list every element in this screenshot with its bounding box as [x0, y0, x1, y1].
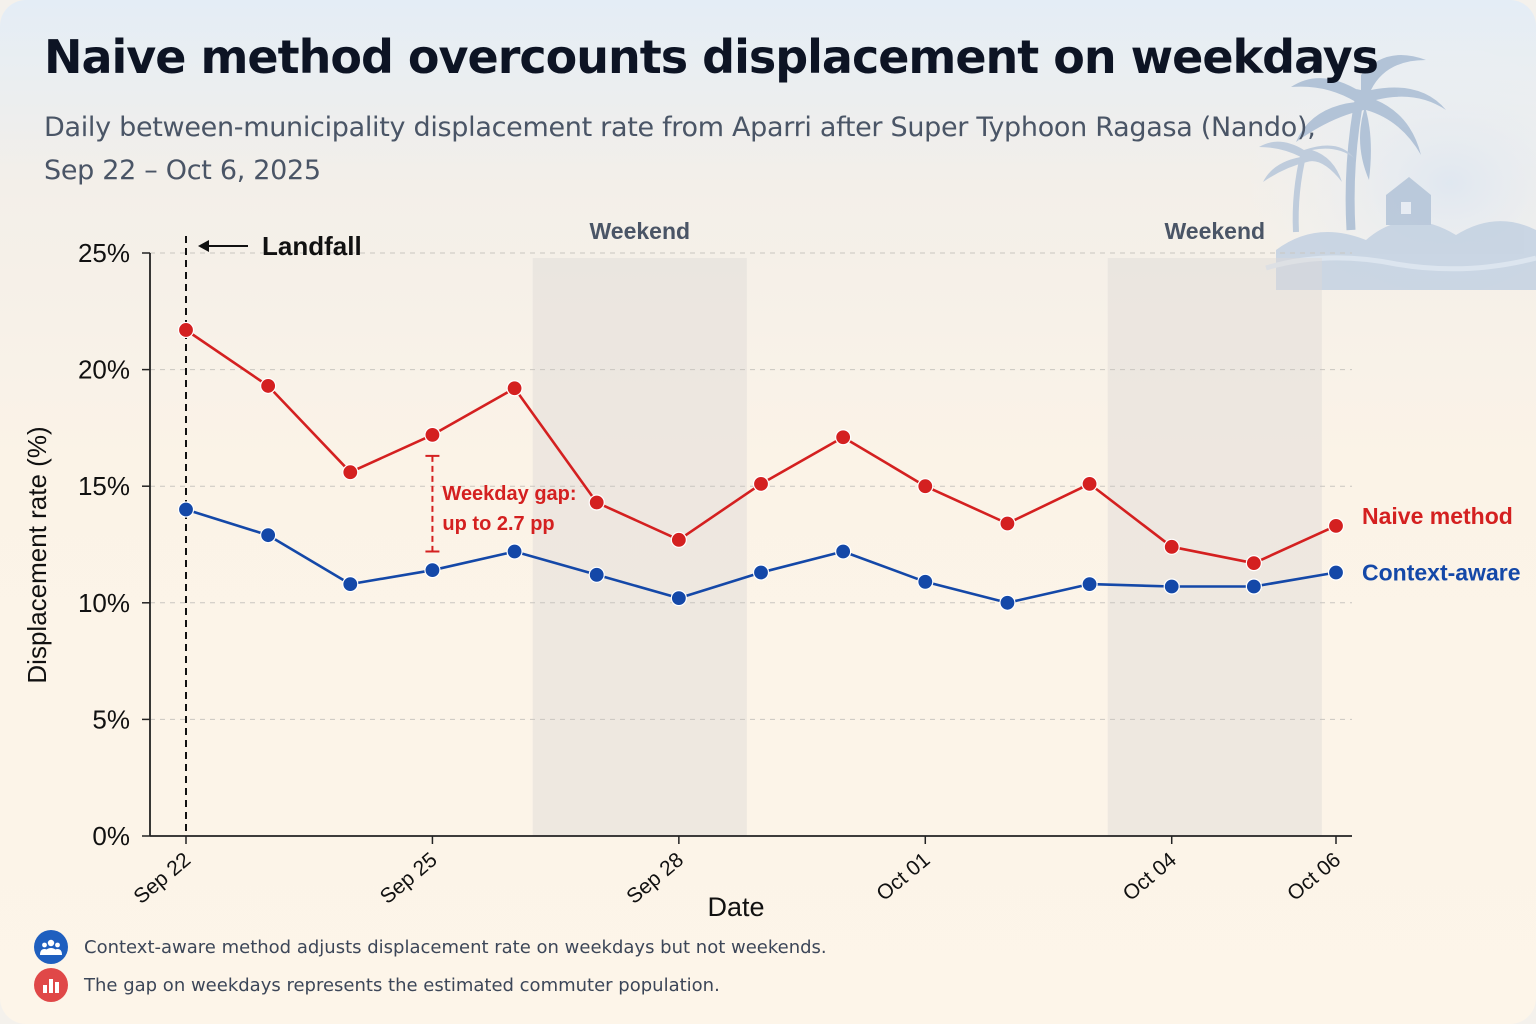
- data-point: [260, 377, 277, 395]
- data-point: [835, 543, 852, 560]
- y-tick-label: 15%: [78, 471, 130, 501]
- data-point: [177, 321, 195, 339]
- chart-subtitle: Daily between-municipality displacement …: [44, 112, 1316, 186]
- x-tick-label: Oct 06: [1283, 848, 1345, 905]
- weekend-band: [532, 258, 747, 836]
- data-point: [1081, 576, 1098, 593]
- data-point: [917, 573, 934, 590]
- y-tick-label: 10%: [78, 588, 130, 618]
- data-point: [1245, 555, 1262, 572]
- data-point: [1081, 475, 1098, 492]
- data-point: [506, 380, 523, 397]
- chart-title: Naive method overcounts displacement on …: [44, 30, 1379, 84]
- gap-label: Weekday gap:: [442, 483, 576, 505]
- bar-chart-icon: [34, 968, 68, 1002]
- tropical-scene-illustration: [1246, 40, 1536, 290]
- data-point: [752, 564, 770, 581]
- data-point: [506, 543, 523, 560]
- data-point: [424, 426, 441, 443]
- x-tick-label: Sep 28: [622, 848, 688, 908]
- data-point: [670, 531, 687, 548]
- y-tick-label: 20%: [78, 355, 130, 385]
- gap-label: up to 2.7 pp: [442, 513, 554, 535]
- data-point: [1163, 538, 1180, 555]
- weekend-label: Weekend: [1165, 218, 1266, 244]
- weekend-label: Weekend: [590, 218, 691, 244]
- y-tick-label: 0%: [92, 821, 130, 851]
- x-tick-label: Oct 01: [872, 848, 934, 905]
- data-point: [917, 478, 934, 495]
- data-point: [588, 566, 605, 583]
- data-point: [999, 594, 1016, 611]
- y-axis-title: Displacement rate (%): [22, 426, 52, 683]
- x-tick-label: Oct 04: [1119, 848, 1181, 906]
- data-point: [1327, 564, 1345, 581]
- y-tick-label: 25%: [78, 238, 130, 268]
- data-point: [424, 562, 441, 579]
- series-label: Naive method: [1362, 503, 1513, 529]
- data-point: [1163, 578, 1180, 595]
- footer-note-text: Context-aware method adjusts displacemen…: [84, 936, 827, 958]
- data-point: [177, 501, 195, 518]
- data-point: [260, 527, 277, 544]
- data-point: [752, 475, 770, 492]
- footer-note-1: Context-aware method adjusts displacemen…: [34, 930, 827, 964]
- y-tick-label: 5%: [92, 704, 130, 734]
- x-tick-label: Sep 25: [376, 848, 442, 908]
- data-point: [1245, 578, 1262, 595]
- footer-note-text: The gap on weekdays represents the estim…: [84, 974, 720, 996]
- data-point: [999, 515, 1016, 532]
- data-point: [670, 590, 687, 607]
- data-point: [588, 494, 605, 511]
- people-icon: [34, 930, 68, 964]
- landfall-arrow-head: [198, 240, 209, 252]
- x-axis-title: Date: [707, 892, 764, 922]
- data-point: [342, 576, 359, 593]
- x-tick-label: Sep 22: [129, 848, 195, 908]
- data-point: [342, 464, 359, 481]
- landfall-label: Landfall: [262, 231, 362, 261]
- data-point: [1327, 517, 1345, 534]
- series-label: Context-aware: [1362, 559, 1520, 585]
- data-point: [835, 429, 852, 446]
- footer-note-2: The gap on weekdays represents the estim…: [34, 968, 720, 1002]
- weekend-band: [1107, 258, 1322, 836]
